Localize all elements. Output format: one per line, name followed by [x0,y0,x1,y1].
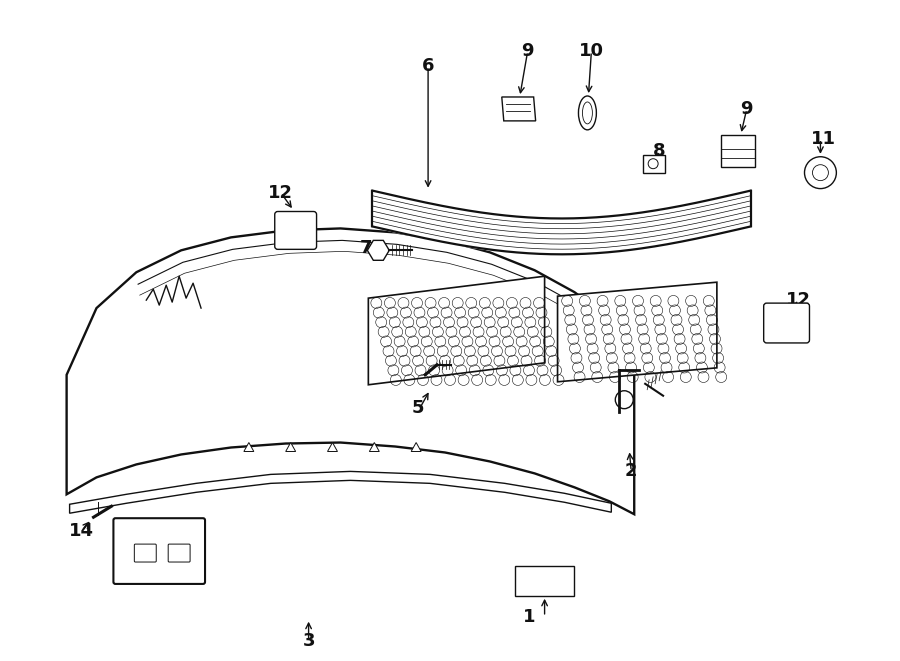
Text: 13: 13 [181,562,205,580]
Text: 9: 9 [521,42,534,60]
Polygon shape [328,442,338,451]
Polygon shape [244,442,254,451]
Text: 4: 4 [493,349,506,367]
Text: 8: 8 [652,141,665,160]
Polygon shape [411,442,421,451]
Polygon shape [285,442,296,451]
Polygon shape [644,155,665,173]
Text: 5: 5 [412,399,425,416]
Text: 12: 12 [786,291,811,309]
Text: 3: 3 [302,632,315,650]
Text: 10: 10 [579,42,604,60]
FancyBboxPatch shape [134,544,157,562]
FancyBboxPatch shape [168,544,190,562]
FancyBboxPatch shape [274,212,317,249]
Polygon shape [69,471,611,513]
Polygon shape [721,135,755,167]
FancyBboxPatch shape [764,303,809,343]
Polygon shape [368,276,544,385]
Text: 14: 14 [69,522,94,540]
Text: 6: 6 [422,57,435,75]
Polygon shape [515,566,574,596]
Polygon shape [67,229,634,514]
Text: 12: 12 [268,184,293,202]
FancyBboxPatch shape [113,518,205,584]
Polygon shape [557,282,717,382]
Text: 11: 11 [811,130,836,148]
Polygon shape [369,442,379,451]
Text: 9: 9 [741,100,753,118]
Text: 7: 7 [360,239,373,257]
Text: 2: 2 [625,463,637,481]
Polygon shape [367,241,390,260]
Text: 1: 1 [524,608,536,626]
Polygon shape [502,97,536,121]
